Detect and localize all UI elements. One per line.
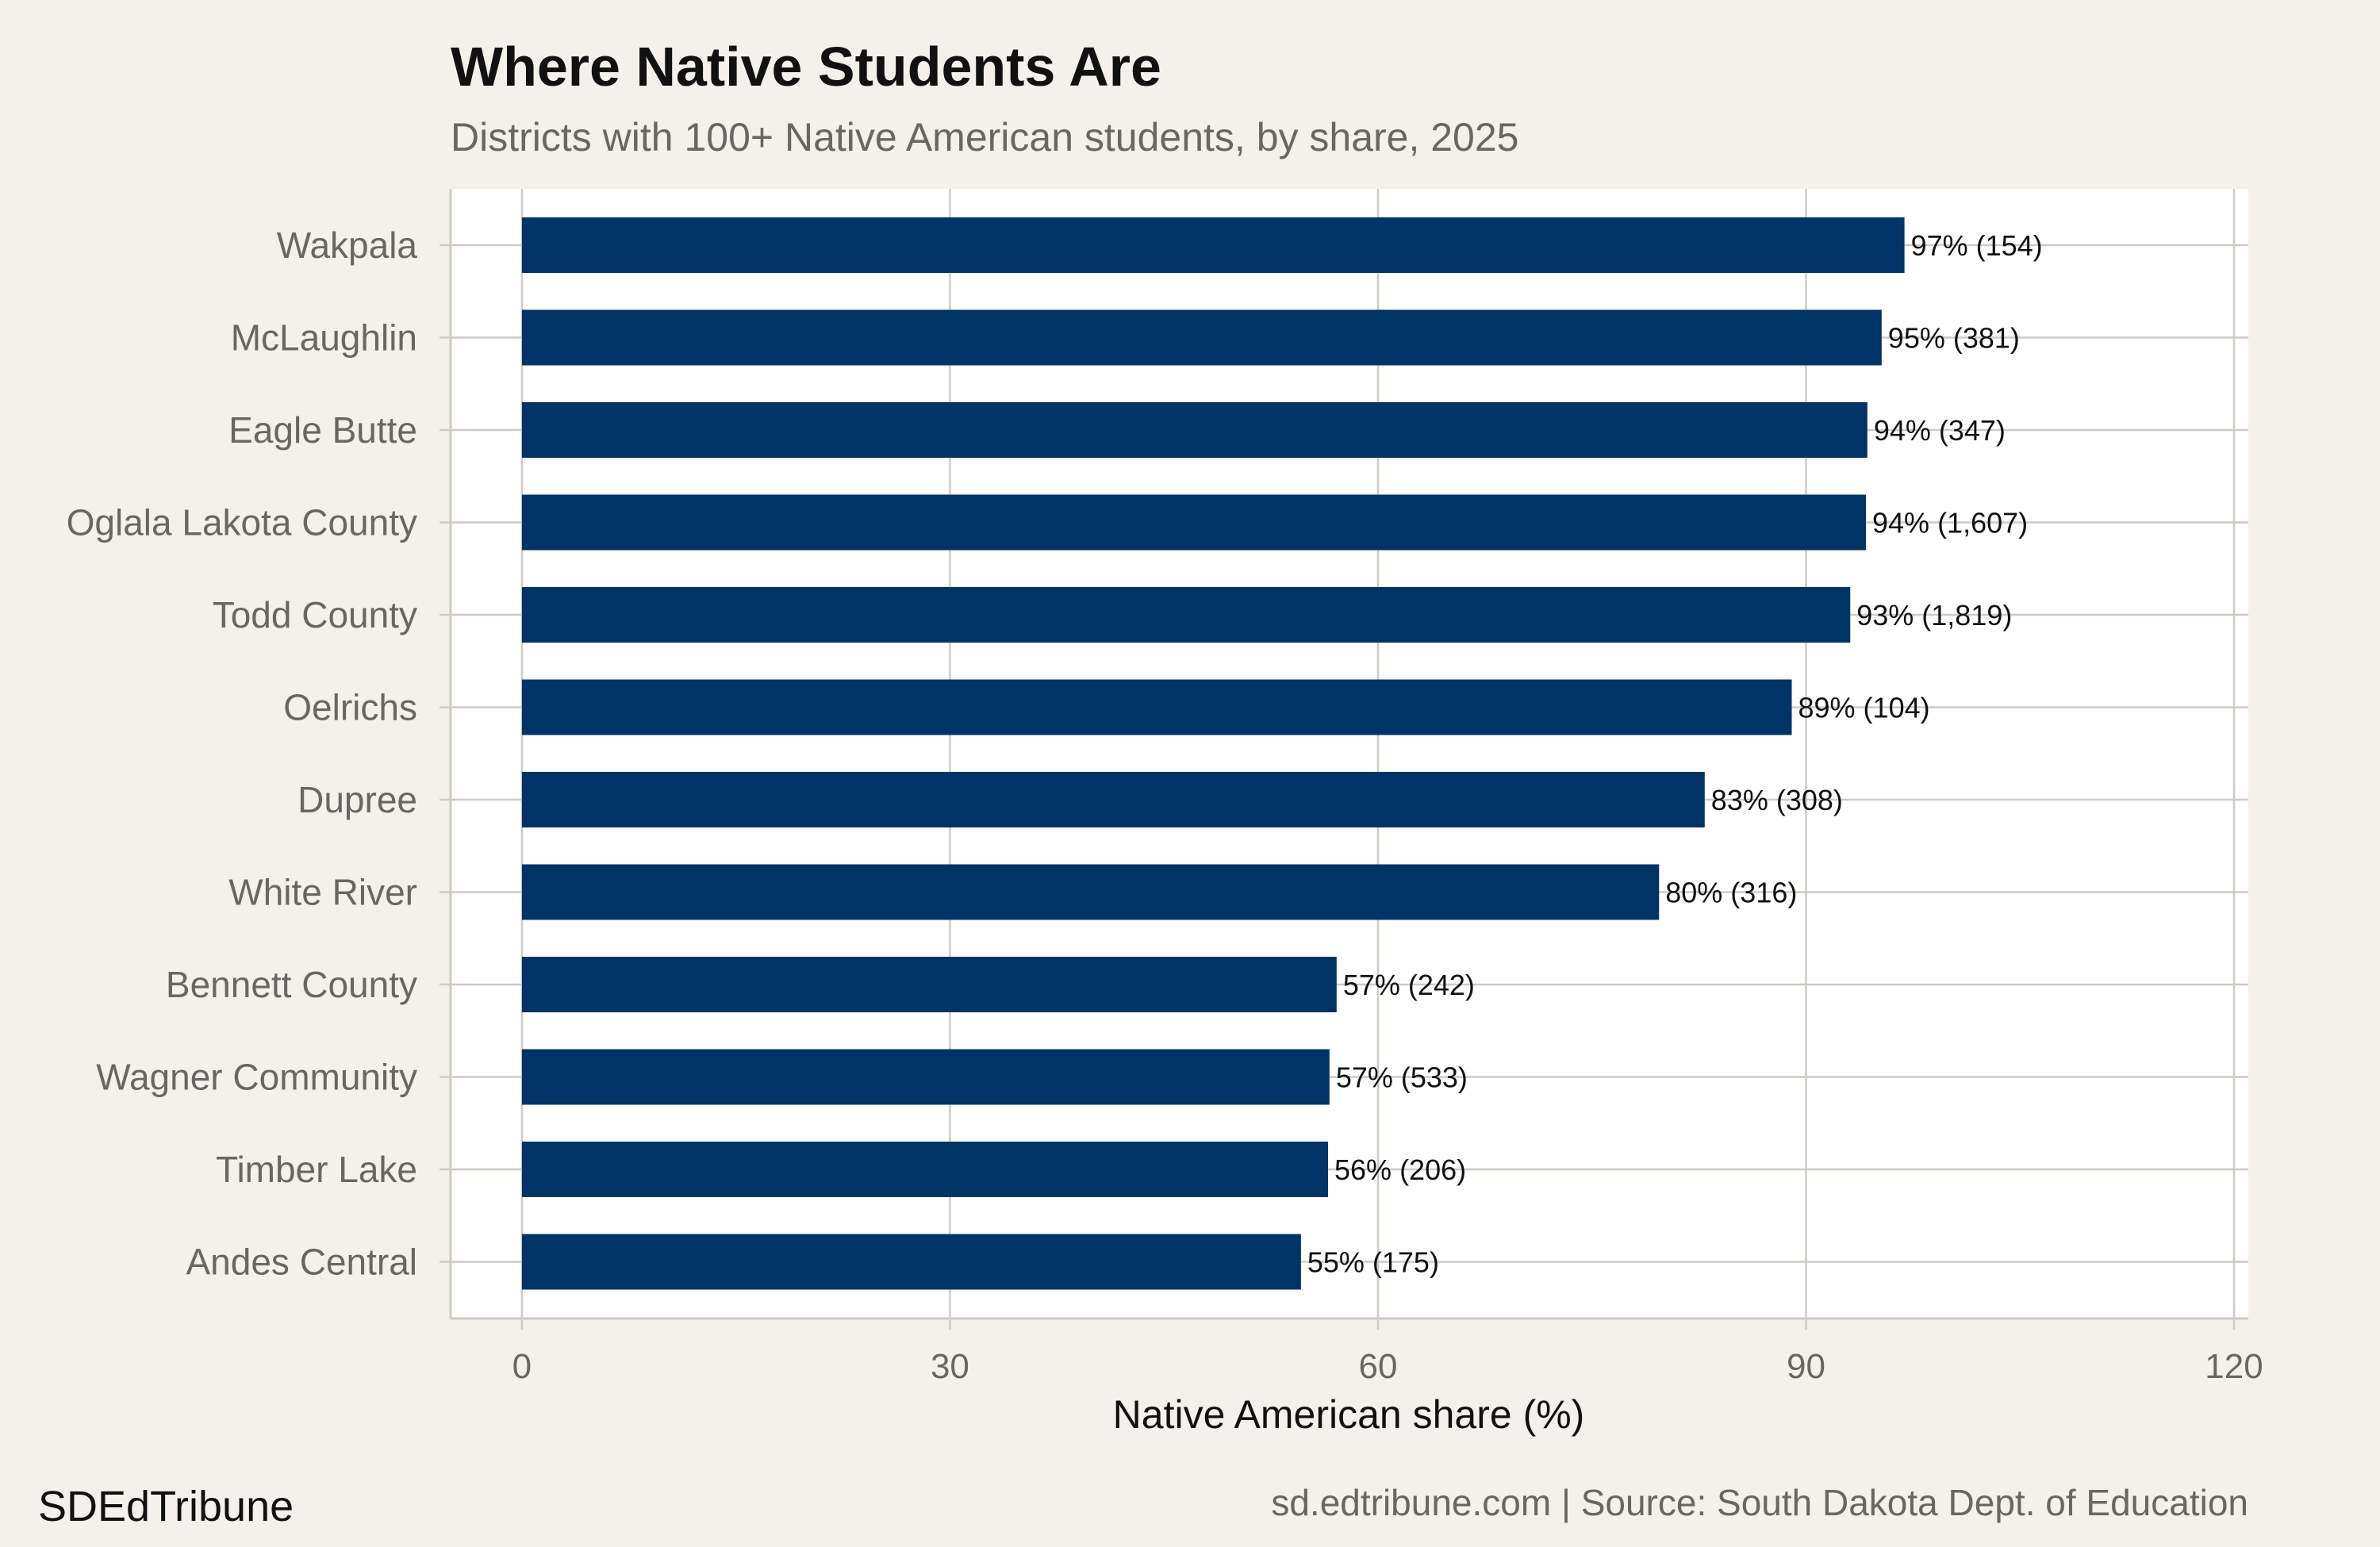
bar-data-label: 57% (242) xyxy=(1343,969,1475,1001)
x-tick-label: 90 xyxy=(1787,1347,1825,1386)
bar-data-label: 93% (1,819) xyxy=(1856,599,2012,631)
x-axis-label: Native American share (%) xyxy=(1113,1392,1585,1437)
source-note: sd.edtribune.com | Source: South Dakota … xyxy=(1271,1482,2248,1523)
bar-data-label: 55% (175) xyxy=(1307,1246,1439,1279)
x-tick-label: 0 xyxy=(512,1347,532,1386)
bar-data-label: 83% (308) xyxy=(1711,784,1843,816)
y-tick-label: White River xyxy=(228,872,417,913)
bar xyxy=(521,494,1867,551)
bar-data-label: 57% (533) xyxy=(1336,1061,1468,1094)
y-tick-label: Timber Lake xyxy=(216,1149,417,1190)
y-tick-label: Bennett County xyxy=(166,964,417,1005)
bar-data-label: 56% (206) xyxy=(1334,1154,1466,1186)
bar-data-label: 89% (104) xyxy=(1798,692,1930,724)
y-tick-label: Eagle Butte xyxy=(228,409,417,451)
bar xyxy=(521,1049,1330,1105)
chart-subtitle: Districts with 100+ Native American stud… xyxy=(451,115,1518,159)
bar-data-label: 80% (316) xyxy=(1665,877,1797,909)
y-tick-label: Andes Central xyxy=(186,1242,418,1283)
bars xyxy=(521,217,1905,1290)
brand-logo-text: SDEdTribune xyxy=(38,1483,294,1530)
x-tick-label: 120 xyxy=(2205,1347,2263,1386)
y-axis: Wakpala McLaughlin Eagle Butte Oglala Lakot… xyxy=(67,189,452,1319)
x-tick-label: 30 xyxy=(931,1347,969,1386)
bar xyxy=(521,309,1882,366)
x-tick-label: 60 xyxy=(1358,1347,1397,1386)
bar xyxy=(521,864,1660,920)
bar xyxy=(521,1234,1301,1290)
y-tick-label: Oelrichs xyxy=(283,687,417,728)
y-tick-label: Wagner Community xyxy=(96,1057,417,1098)
y-tick-label: McLaughlin xyxy=(231,317,417,359)
bar xyxy=(521,217,1905,273)
y-tick-label: Oglala Lakota County xyxy=(67,502,417,543)
data-labels: 97% (154) 95% (381) 94% (347) 94% (1,607) 93… xyxy=(1307,229,2043,1279)
bar xyxy=(521,679,1792,735)
bar-data-label: 97% (154) xyxy=(1911,229,2043,262)
y-tick-label: Dupree xyxy=(298,779,417,820)
x-axis: 0 30 60 90 120 xyxy=(451,1317,2263,1386)
bar-data-label: 94% (347) xyxy=(1874,414,2006,447)
bar xyxy=(521,772,1705,827)
y-tick-label: Wakpala xyxy=(277,225,418,266)
bar xyxy=(521,1142,1329,1197)
bar xyxy=(521,957,1337,1012)
plot-panel xyxy=(451,189,2248,1319)
chart-title: Where Native Students Are xyxy=(451,36,1161,98)
y-tick-label: Todd County xyxy=(213,594,417,635)
bar xyxy=(521,402,1868,458)
bar-data-label: 95% (381) xyxy=(1888,322,2020,355)
bar xyxy=(521,587,1851,643)
bar-data-label: 94% (1,607) xyxy=(1872,507,2028,539)
